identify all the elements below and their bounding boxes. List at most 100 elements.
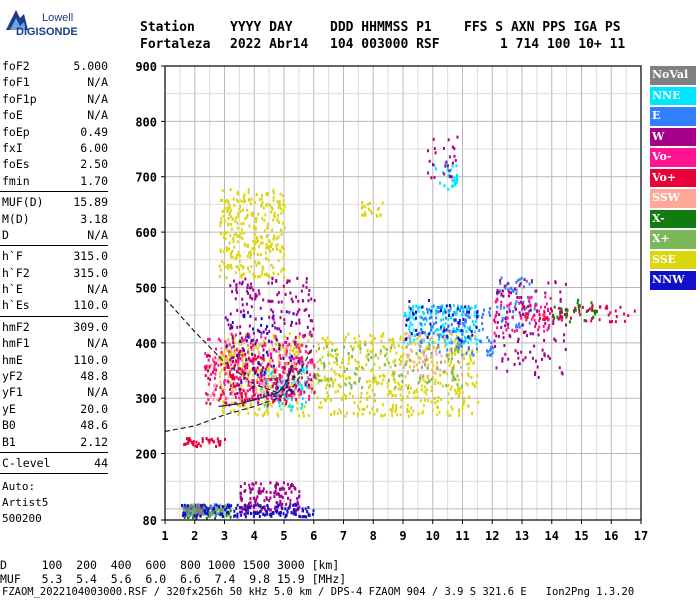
echo-point xyxy=(344,335,347,339)
echo-point xyxy=(533,318,536,322)
echo-point xyxy=(274,489,277,493)
echo-point xyxy=(194,444,197,448)
echo-point xyxy=(385,348,388,352)
echo-point xyxy=(408,300,411,303)
echo-point xyxy=(413,360,416,364)
echo-point xyxy=(295,340,298,344)
echo-point xyxy=(228,512,231,516)
echo-point xyxy=(222,400,225,404)
echo-point xyxy=(233,233,236,237)
echo-point xyxy=(361,213,363,217)
echo-point xyxy=(238,341,241,345)
echo-point xyxy=(228,204,231,208)
echo-point xyxy=(535,309,538,313)
echo-point xyxy=(497,290,500,294)
echo-point xyxy=(453,310,456,314)
echo-point xyxy=(448,341,451,345)
echo-point xyxy=(278,373,281,377)
echo-point xyxy=(298,393,301,397)
echo-point xyxy=(457,413,460,417)
echo-point xyxy=(341,361,344,365)
param-value: N/A xyxy=(87,108,108,123)
echo-point xyxy=(254,260,257,264)
echo-point xyxy=(243,196,246,200)
echo-point xyxy=(487,350,490,354)
echo-point xyxy=(421,305,424,309)
echo-point xyxy=(230,504,233,508)
echo-point xyxy=(347,332,350,336)
echo-point xyxy=(473,310,476,314)
echo-point xyxy=(356,414,359,418)
echo-point xyxy=(501,359,504,363)
echo-point xyxy=(457,304,459,308)
echo-point xyxy=(278,503,281,507)
echo-point xyxy=(188,510,190,514)
echo-point xyxy=(483,308,485,312)
echo-point xyxy=(292,390,295,394)
echo-point xyxy=(371,350,374,354)
echo-point xyxy=(287,373,289,377)
echo-point xyxy=(229,357,232,361)
echo-point xyxy=(236,308,239,312)
echo-point xyxy=(278,394,281,398)
echo-point xyxy=(588,307,591,311)
echo-point xyxy=(218,264,221,268)
echo-point xyxy=(420,323,423,327)
echo-point xyxy=(548,311,551,315)
echo-point xyxy=(263,389,266,393)
echo-point xyxy=(225,198,228,202)
echo-point xyxy=(470,306,473,310)
echo-point xyxy=(270,242,273,246)
echo-point xyxy=(273,382,276,385)
echo-point xyxy=(296,370,299,374)
echo-point xyxy=(518,277,521,281)
param-value: 309.0 xyxy=(73,319,108,334)
echo-point xyxy=(522,330,525,334)
echo-point xyxy=(444,370,447,374)
echo-point xyxy=(389,349,392,353)
echo-point xyxy=(259,306,262,310)
echo-point xyxy=(193,513,196,517)
echo-point xyxy=(226,347,229,351)
echo-point xyxy=(559,310,562,314)
param-name: hmF2 xyxy=(2,319,30,334)
echo-point xyxy=(371,407,374,411)
echo-point xyxy=(283,368,286,372)
echo-point xyxy=(237,366,240,370)
echo-point xyxy=(235,285,238,289)
x-tick-label: 6 xyxy=(310,529,317,543)
echo-point xyxy=(447,401,450,405)
echo-point xyxy=(301,387,303,391)
echo-point xyxy=(422,374,425,378)
echo-point xyxy=(432,137,435,141)
profile-curve-dashed-upper xyxy=(164,298,315,394)
echo-point xyxy=(195,506,197,510)
echo-point xyxy=(450,323,453,327)
echo-point xyxy=(458,319,461,322)
echo-point xyxy=(236,290,238,294)
echo-point xyxy=(509,301,512,305)
echo-point xyxy=(504,324,507,328)
echo-point xyxy=(239,254,241,258)
echo-point xyxy=(235,375,238,379)
echo-point xyxy=(542,313,545,317)
echo-point xyxy=(256,413,259,417)
echo-point xyxy=(336,362,339,366)
echo-point xyxy=(426,307,428,311)
echo-point xyxy=(415,352,418,356)
echo-point xyxy=(522,312,524,316)
echo-point xyxy=(250,385,253,389)
echo-point xyxy=(241,282,243,286)
echo-point xyxy=(406,371,409,375)
echo-point xyxy=(247,380,250,384)
echo-point xyxy=(431,375,434,379)
echo-point xyxy=(204,507,207,511)
echo-point xyxy=(248,333,251,337)
echo-point xyxy=(267,192,270,195)
echo-point xyxy=(456,309,459,313)
echo-point xyxy=(388,389,391,393)
echo-point xyxy=(385,352,388,356)
echo-point xyxy=(432,345,435,349)
echo-point xyxy=(480,340,483,344)
echo-point xyxy=(250,197,253,201)
